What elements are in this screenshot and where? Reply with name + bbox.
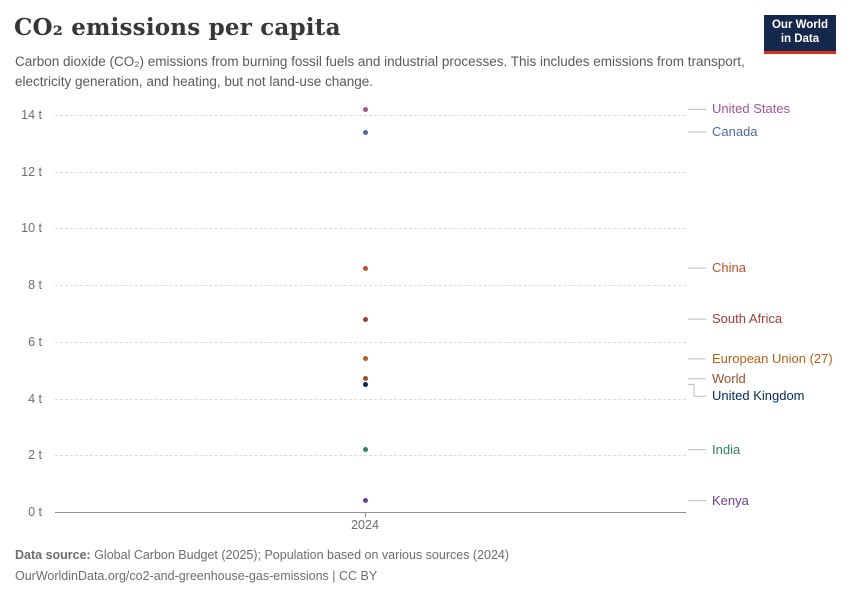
data-source-line[interactable]: Data source: Global Carbon Budget (2025)…	[15, 548, 509, 563]
x-axis-year-label: 2024	[351, 518, 379, 532]
y-tick-label-4: 4 t	[28, 391, 42, 406]
gridline-12t	[55, 171, 686, 173]
data-point-united-states[interactable]	[362, 106, 368, 112]
y-tick-label-12: 12 t	[21, 164, 42, 179]
data-point-canada[interactable]	[362, 129, 368, 135]
owid-logo[interactable]: Our World in Data	[763, 15, 836, 54]
gridline-6t	[55, 341, 686, 343]
entity-label-world[interactable]: World	[712, 370, 746, 386]
data-source-text: Global Carbon Budget (2025); Population …	[90, 548, 510, 562]
chart-plot-area: 0 t 2 t 4 t 6 t 8 t 10 t 12 t 14 t 2024 United St…	[21, 101, 833, 532]
y-tick-label-0: 0 t	[28, 505, 42, 519]
y-tick-label-14: 14 t	[21, 108, 42, 122]
entity-label-united-kingdom[interactable]: United Kingdom	[712, 388, 805, 404]
chart-subtitle: Carbon dioxide (CO₂) emissions from burn…	[15, 54, 745, 90]
entity-label-canada[interactable]: Canada	[712, 124, 758, 139]
data-point-kenya[interactable]	[362, 498, 368, 504]
data-point-united-kingdom[interactable]	[362, 381, 368, 387]
entity-label-south-africa[interactable]: South Africa	[712, 311, 783, 327]
data-point-south-africa[interactable]	[362, 316, 368, 322]
chart-title: CO₂ emissions per capita	[14, 14, 341, 41]
x-axis-tick	[364, 512, 366, 517]
gridline-10t	[55, 228, 686, 230]
leader-lines-layer	[688, 108, 706, 502]
gridline-4t	[55, 398, 686, 400]
gridline-2t	[55, 455, 686, 457]
data-point-india[interactable]	[362, 447, 368, 453]
entity-label-united-states[interactable]: United States	[712, 101, 791, 117]
owid-logo-line2: in Data	[780, 32, 820, 45]
leader-line-united-kingdom	[688, 383, 706, 397]
data-source-label: Data source:	[15, 548, 91, 562]
gridline-14t	[55, 115, 686, 116]
license-line[interactable]: OurWorldinData.org/co2-and-greenhouse-ga…	[15, 569, 378, 583]
entity-label-china[interactable]: China	[712, 260, 746, 276]
y-tick-label-6: 6 t	[28, 334, 42, 349]
data-point-world[interactable]	[362, 376, 368, 382]
y-tick-label-2: 2 t	[28, 448, 42, 463]
entity-label-european-union-27[interactable]: European Union (27)	[712, 350, 833, 366]
y-tick-label-10: 10 t	[21, 221, 42, 236]
y-tick-label-8: 8 t	[28, 278, 42, 293]
entity-label-kenya[interactable]: Kenya	[712, 492, 749, 508]
data-point-european-union-27[interactable]	[362, 356, 368, 362]
data-point-china[interactable]	[362, 265, 368, 271]
gridline-8t	[55, 285, 686, 287]
entity-label-india[interactable]: India	[712, 441, 741, 457]
gridline-0t	[55, 512, 686, 513]
owid-logo-line1: Our World	[771, 19, 828, 31]
